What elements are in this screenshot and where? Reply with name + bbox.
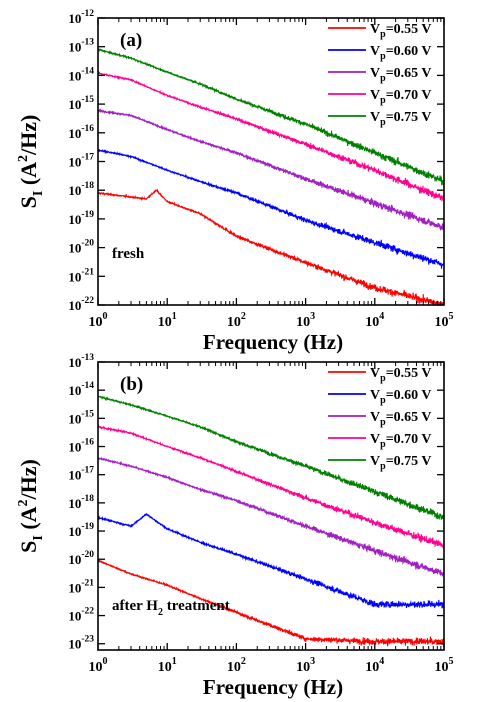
y-tick-label: 10-20 bbox=[68, 550, 94, 567]
series-line-1 bbox=[98, 148, 444, 269]
x-tick-label: 104 bbox=[365, 656, 384, 675]
y-tick-label: 10-15 bbox=[68, 409, 94, 426]
panel-annotation: fresh bbox=[112, 246, 145, 262]
x-tick-label: 101 bbox=[158, 311, 177, 330]
x-tick-label: 103 bbox=[296, 656, 315, 675]
y-tick-label: 10-19 bbox=[68, 522, 94, 539]
y-tick-label: 10-17 bbox=[68, 153, 94, 170]
x-tick-label: 101 bbox=[158, 656, 177, 675]
x-axis-label: Frequency (Hz) bbox=[203, 675, 343, 699]
y-axis-label: SI (A2/Hz) bbox=[16, 459, 46, 553]
x-tick-label: 105 bbox=[435, 656, 454, 675]
legend-label: Vp=0.55 V bbox=[370, 22, 432, 40]
x-axis-label: Frequency (Hz) bbox=[203, 330, 343, 354]
legend-label: Vp=0.75 V bbox=[370, 110, 432, 128]
series-group bbox=[98, 395, 444, 647]
series-line-2 bbox=[98, 456, 444, 577]
y-tick-label: 10-23 bbox=[68, 635, 94, 652]
series-line-0 bbox=[98, 188, 444, 305]
series-line-4 bbox=[98, 48, 444, 186]
y-tick-label: 10-17 bbox=[68, 466, 94, 483]
panel-label: (b) bbox=[120, 374, 143, 395]
y-tick-label: 10-14 bbox=[68, 66, 94, 83]
x-tick-label: 105 bbox=[435, 311, 454, 330]
y-tick-label: 10-22 bbox=[68, 607, 94, 624]
y-tick-label: 10-18 bbox=[68, 181, 94, 198]
x-tick-label: 100 bbox=[89, 656, 108, 675]
series-line-0 bbox=[98, 559, 444, 647]
series-group bbox=[98, 48, 444, 305]
legend-label: Vp=0.70 V bbox=[370, 88, 432, 106]
series-line-4 bbox=[98, 395, 444, 521]
series-line-2 bbox=[98, 108, 444, 232]
y-tick-label: 10-19 bbox=[68, 210, 94, 227]
y-tick-label: 10-13 bbox=[68, 38, 94, 55]
panel-b: 100 101 102 103 104 105 10-23 10-22 10-21 10-20 10… bbox=[16, 353, 454, 699]
y-tick-label: 10-16 bbox=[68, 438, 94, 455]
y-tick-label: 10-18 bbox=[68, 494, 94, 511]
legend-label: Vp=0.60 V bbox=[370, 44, 432, 62]
legend-label: Vp=0.70 V bbox=[370, 432, 432, 450]
plot-frame bbox=[97, 361, 445, 651]
panel-annotation: after H2 treatment bbox=[112, 598, 230, 618]
y-tick-label: 10-12 bbox=[68, 9, 94, 26]
y-tick-label: 10-22 bbox=[68, 296, 94, 313]
y-tick-label: 10-16 bbox=[68, 124, 94, 141]
legend-label: Vp=0.65 V bbox=[370, 410, 432, 428]
y-tick-label: 10-21 bbox=[68, 578, 94, 595]
legend-label: Vp=0.75 V bbox=[370, 454, 432, 472]
y-tick-label: 10-20 bbox=[68, 239, 94, 256]
series-line-3 bbox=[98, 424, 444, 549]
series-line-3 bbox=[98, 70, 444, 202]
y-axis-label: SI (A2/Hz) bbox=[16, 115, 46, 209]
x-tick-label: 100 bbox=[89, 311, 108, 330]
panel-label: (a) bbox=[120, 30, 142, 51]
y-tick-label: 10-21 bbox=[68, 267, 94, 284]
series-line-1 bbox=[98, 513, 444, 609]
y-tick-label: 10-13 bbox=[68, 353, 94, 370]
y-tick-label: 10-14 bbox=[68, 381, 94, 398]
x-tick-label: 104 bbox=[365, 311, 384, 330]
legend-label: Vp=0.60 V bbox=[370, 388, 432, 406]
x-tick-label: 102 bbox=[227, 311, 246, 330]
x-tick-label: 103 bbox=[296, 311, 315, 330]
y-tick-label: 10-15 bbox=[68, 95, 94, 112]
panel-a: 100 101 102 103 104 105 10-22 10-21 10-20 10-19 10… bbox=[16, 9, 454, 354]
legend-label: Vp=0.65 V bbox=[370, 66, 432, 84]
x-tick-label: 102 bbox=[227, 656, 246, 675]
legend-label: Vp=0.55 V bbox=[370, 366, 432, 384]
